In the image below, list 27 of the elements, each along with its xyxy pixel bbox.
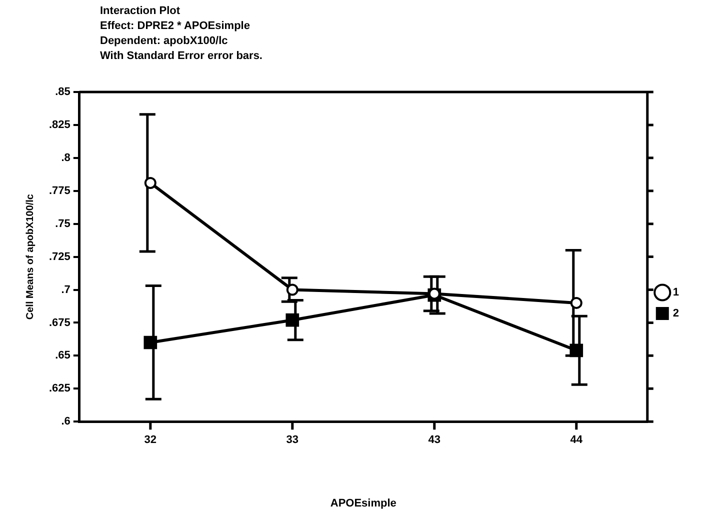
legend-label: 1 <box>672 286 680 299</box>
y-tick-label: .825 <box>48 118 70 131</box>
legend-label: 2 <box>672 308 680 320</box>
y-tick-label: .725 <box>48 250 70 263</box>
y-axis-title: Cell Means of apobX100/lc <box>24 194 36 320</box>
point <box>286 313 300 327</box>
y-tick-label: .85 <box>55 86 70 98</box>
point <box>570 296 582 309</box>
y-tick-label: .65 <box>55 350 70 362</box>
point <box>144 176 156 189</box>
point <box>144 336 158 350</box>
point <box>570 344 584 358</box>
chart-title: Interaction Plot <box>100 4 182 19</box>
x-tick-label: 33 <box>286 434 299 446</box>
y-tick-label: .675 <box>48 316 70 329</box>
x-tick-label: 32 <box>144 434 157 446</box>
x-tick-label: 43 <box>428 434 441 446</box>
y-tick-label: .7 <box>61 284 70 296</box>
point <box>286 284 298 296</box>
chart-subtitle: Effect: DPRE2 * APOEsimple Dependent: apobX100/lc With Standard Error error bars. <box>100 19 262 64</box>
y-tick-label: .775 <box>48 184 70 197</box>
y-tick-label: .625 <box>48 382 70 395</box>
y-tick-label: .8 <box>61 152 70 164</box>
y-tick-label: .75 <box>55 218 70 230</box>
x-tick-label: 44 <box>570 434 584 446</box>
x-axis-title: APOEsimple <box>330 497 396 510</box>
y-tick-label: .6 <box>61 416 70 428</box>
